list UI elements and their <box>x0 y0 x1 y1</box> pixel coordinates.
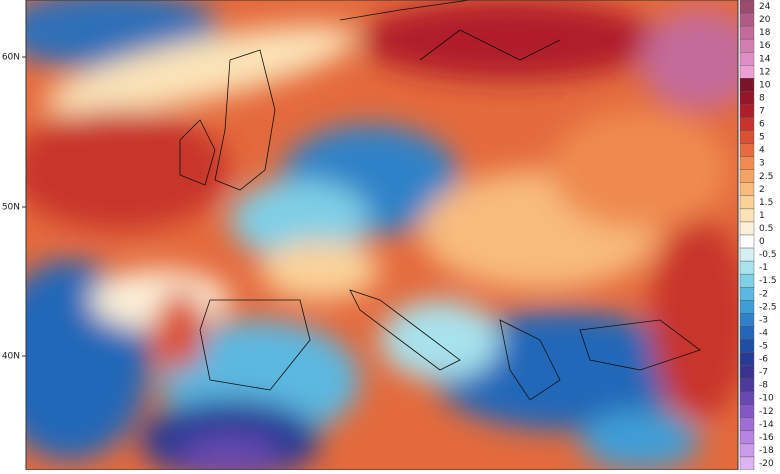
colorbar-label: 8 <box>759 93 765 103</box>
colorbar-swatch <box>739 78 755 92</box>
colorbar-swatch <box>739 234 755 249</box>
colorbar-label: -3 <box>759 315 768 325</box>
colorbar-swatch <box>739 430 755 445</box>
colorbar-label: -5 <box>759 341 768 351</box>
colorbar-label: 0.5 <box>759 224 773 234</box>
latitude-label: 40N <box>2 352 20 362</box>
colorbar-label: -2.5 <box>759 302 777 312</box>
colorbar-swatch <box>739 91 755 105</box>
colorbar-swatch <box>739 25 755 40</box>
colorbar-label: -4 <box>759 328 768 338</box>
colorbar-label: 5 <box>759 133 765 143</box>
colorbar-swatch <box>739 391 755 405</box>
colorbar-swatch <box>739 326 755 340</box>
colorbar-swatch <box>739 208 755 223</box>
colorbar-label: -1 <box>759 263 768 273</box>
colorbar-label: -8 <box>759 381 768 391</box>
colorbar-swatch <box>739 456 755 471</box>
latitude-label: 60N <box>2 53 20 63</box>
colorbar-label: -12 <box>759 407 774 417</box>
colorbar-label: 24 <box>759 2 771 12</box>
colorbar-label: 16 <box>759 41 771 51</box>
colorbar-swatch <box>739 352 755 366</box>
colorbar-label: -20 <box>759 459 774 469</box>
colorbar: 24 20 18 16 14 12 10 8 7 6 5 4 3 2.5 2 1.5 1 0.5 0 -0.5 -1 -1… <box>739 0 777 471</box>
colorbar-label: 14 <box>759 54 771 64</box>
colorbar-swatch <box>739 12 755 27</box>
colorbar-swatch <box>739 247 755 262</box>
colorbar-swatch <box>739 404 755 418</box>
colorbar-swatch <box>739 260 755 275</box>
colorbar-swatch <box>739 273 755 288</box>
colorbar-swatch <box>739 221 755 236</box>
colorbar-label: -14 <box>759 420 774 430</box>
colorbar-swatch <box>739 143 755 157</box>
colorbar-label: 12 <box>759 67 770 77</box>
colorbar-label: 20 <box>759 15 771 25</box>
latitude-labels: 60N 50N 40N <box>2 53 26 362</box>
colorbar-label: -18 <box>759 446 774 456</box>
colorbar-label: -2 <box>759 289 768 299</box>
colorbar-swatch <box>739 104 755 118</box>
anomaly-field <box>26 0 738 470</box>
latitude-label: 50N <box>2 203 20 213</box>
colorbar-swatch <box>739 195 755 210</box>
coastlines <box>179 0 701 401</box>
colorbar-swatch <box>739 0 755 14</box>
colorbar-swatch <box>739 117 755 131</box>
colorbar-swatch <box>739 443 755 458</box>
colorbar-label: -1.5 <box>759 276 777 286</box>
colorbar-label: -10 <box>759 394 774 404</box>
colorbar-label: 18 <box>759 28 771 38</box>
colorbar-swatch <box>739 417 755 432</box>
colorbar-swatch <box>739 339 755 353</box>
colorbar-swatch <box>739 287 755 301</box>
colorbar-label: -0.5 <box>759 250 777 260</box>
colorbar-swatch <box>739 65 755 79</box>
colorbar-label: 4 <box>759 146 765 156</box>
colorbar-label: 7 <box>759 106 765 116</box>
colorbar-label: -16 <box>759 433 774 443</box>
colorbar-swatch <box>739 300 755 314</box>
colorbar-swatch <box>739 182 755 197</box>
colorbar-swatch <box>739 38 755 53</box>
colorbar-label: 3 <box>759 159 765 169</box>
colorbar-label: 10 <box>759 80 771 90</box>
colorbar-swatch <box>739 52 755 66</box>
colorbar-label: 6 <box>759 120 765 130</box>
colorbar-swatch <box>739 130 755 144</box>
colorbar-label: 2 <box>759 185 765 195</box>
colorbar-label: -6 <box>759 355 768 365</box>
colorbar-label: 2.5 <box>759 172 773 182</box>
colorbar-swatch <box>739 313 755 327</box>
colorbar-swatch <box>739 156 755 170</box>
colorbar-swatch <box>739 169 755 183</box>
colorbar-swatch <box>739 378 755 392</box>
colorbar-label: 1 <box>759 211 765 221</box>
colorbar-label: 1.5 <box>759 198 773 208</box>
colorbar-swatch <box>739 365 755 379</box>
colorbar-label: -7 <box>759 368 768 378</box>
colorbar-label: 0 <box>759 237 765 247</box>
